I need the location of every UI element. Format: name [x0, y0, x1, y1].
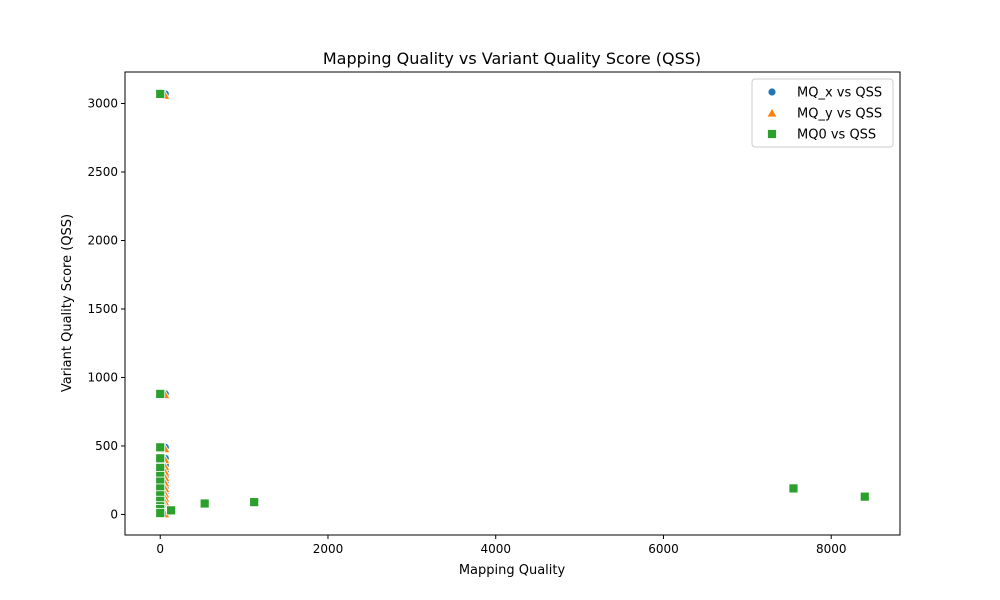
legend-marker-triangle [766, 107, 778, 118]
y-axis-label: Variant Quality Score (QSS) [60, 214, 75, 392]
x-axis-label: Mapping Quality [459, 563, 566, 578]
x-axis: 0 2000 4000 6000 8000 [156, 535, 846, 556]
plot-frame [124, 71, 901, 536]
data-point-square [199, 498, 210, 509]
y-tick-label: 3000 [87, 97, 118, 111]
data-point-square [155, 89, 166, 99]
y-tick-label: 2000 [87, 233, 118, 247]
data-point-square [155, 442, 166, 453]
y-tick-label: 2500 [87, 165, 118, 179]
y-tick-label: 0 [110, 507, 118, 521]
x-tick-label: 8000 [816, 542, 847, 556]
legend-entry-label: MQ_y vs QSS [797, 107, 882, 122]
x-tick-label: 0 [156, 542, 164, 556]
y-tick-label: 1000 [87, 370, 118, 384]
legend-marker-circle [767, 87, 777, 97]
x-tick-label: 6000 [648, 542, 679, 556]
x-tick-label: 2000 [313, 542, 344, 556]
y-tick-label: 500 [95, 439, 118, 453]
data-point-square [155, 508, 166, 518]
data-point-square [155, 453, 166, 464]
chart-title: Mapping Quality vs Variant Quality Score… [323, 49, 701, 68]
data-point-square [166, 505, 177, 516]
data-point-square [155, 462, 166, 473]
legend-box [751, 78, 894, 148]
y-tick-label: 1500 [87, 302, 118, 316]
legend: MQ_x vs QSS MQ_y vs QSS MQ0 vs QSS [751, 78, 894, 148]
legend-entry-label: MQ0 vs QSS [797, 128, 876, 143]
plot-marks [155, 89, 870, 519]
data-point-square [249, 497, 260, 508]
legend-marker-square [767, 129, 777, 139]
legend-entry-label: MQ_x vs QSS [797, 86, 882, 101]
data-point-square [155, 389, 166, 399]
y-axis: 0 500 1000 1500 2000 2500 3000 [87, 97, 125, 521]
x-tick-label: 4000 [480, 542, 511, 556]
data-point-square [859, 491, 870, 502]
data-point-square [788, 483, 799, 494]
